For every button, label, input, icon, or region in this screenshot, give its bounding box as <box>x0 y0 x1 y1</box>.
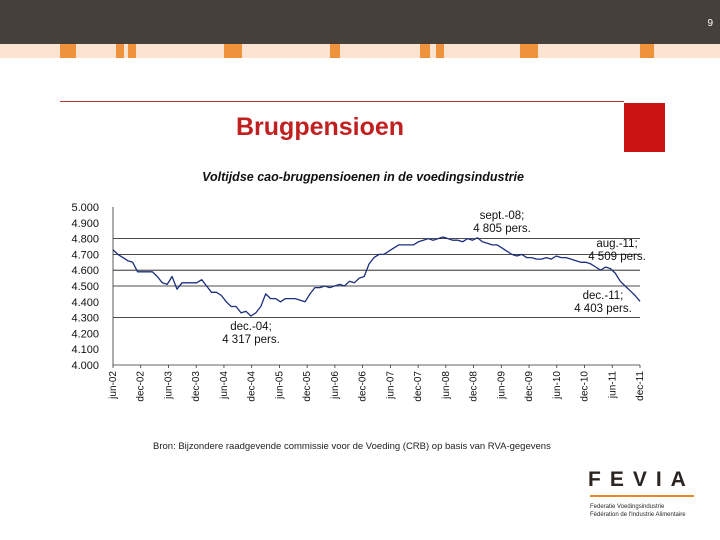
x-tick-label: dec-09 <box>524 371 535 402</box>
x-tick-label: dec-07 <box>413 371 424 402</box>
page-number: 9 <box>707 18 713 29</box>
logo-word: FEVIA <box>588 468 695 491</box>
x-tick-label: dec-11 <box>635 371 646 401</box>
gridlines <box>113 238 640 319</box>
y-tick-label: 5.000 <box>71 202 99 214</box>
x-tick-label: dec-02 <box>136 371 147 402</box>
y-tick-label: 4.000 <box>71 360 99 372</box>
logo-line-1: Federatie Voedingsindustrie <box>590 504 665 510</box>
logo-line-2: Fédération de l'Industrie Alimentaire <box>590 512 686 518</box>
annotation-line: dec.-04; <box>230 321 272 333</box>
annotation: dec.-11; 4 403 pers. <box>574 290 632 315</box>
annotation: sept.-08; 4 805 pers. <box>473 210 531 235</box>
annotation-line: aug.-11; <box>596 238 637 250</box>
x-tick-label: jun-07 <box>385 371 396 400</box>
x-tick-label: dec-06 <box>358 371 369 402</box>
fevia-logo: FEVIA Federatie Voedingsindustrie Fédéra… <box>584 468 704 528</box>
y-tick-label: 4.400 <box>71 297 99 309</box>
annotation: aug.-11; 4 509 pers. <box>588 238 646 263</box>
annotation-line: dec.-11; <box>583 290 624 302</box>
annotation-line: 4 317 pers. <box>222 334 280 346</box>
x-tick-label: jun-04 <box>219 371 230 400</box>
line-chart: Voltijdse cao-brugpensioenen in de voedi… <box>71 170 646 402</box>
annotation-line: 4 805 pers. <box>473 223 531 235</box>
logo-bar <box>590 495 694 497</box>
x-tick-label: dec-08 <box>469 371 480 402</box>
x-tick-label: jun-08 <box>441 371 452 400</box>
x-tick-label: jun-10 <box>552 371 563 400</box>
annotation-line: 4 509 pers. <box>588 251 646 263</box>
annotation: dec.-04; 4 317 pers. <box>222 321 280 346</box>
x-tick-label: jun-06 <box>330 371 341 400</box>
x-tick-labels: jun-02 dec-02 jun-03 dec-03 jun-04 dec-04 jun-… <box>108 371 646 402</box>
x-tick-label: jun-03 <box>163 371 174 400</box>
x-tick-label: dec-04 <box>247 371 258 402</box>
x-tick-label: dec-05 <box>302 371 313 402</box>
annotations: sept.-08; 4 805 pers. aug.-11; 4 509 pers. d… <box>222 210 646 346</box>
annotation-line: 4 403 pers. <box>574 303 632 315</box>
slide-title: Brugpensioen <box>236 113 405 141</box>
x-tick-label: jun-02 <box>108 371 119 400</box>
decorative-stripe <box>0 44 720 58</box>
top-header-bar: 9 <box>0 0 720 44</box>
y-tick-label: 4.800 <box>71 234 99 246</box>
x-tick-label: jun-11 <box>607 371 618 399</box>
y-tick-label: 4.500 <box>71 281 99 293</box>
y-tick-labels: 5.000 4.900 4.800 4.700 4.600 4.500 4.400 4.300… <box>71 202 99 372</box>
series-line <box>112 236 641 317</box>
title-rule <box>60 101 624 102</box>
chart-title: Voltijdse cao-brugpensioenen in de voedi… <box>202 170 524 184</box>
x-tick-label: dec-03 <box>191 371 202 402</box>
x-tick-label: dec-10 <box>580 371 591 402</box>
accent-square <box>624 103 665 152</box>
chart-axes <box>112 207 641 368</box>
y-tick-label: 4.600 <box>71 265 99 277</box>
y-tick-label: 4.700 <box>71 249 99 261</box>
y-tick-label: 4.900 <box>71 218 99 230</box>
x-tick-label: jun-09 <box>496 371 507 400</box>
series-layer <box>112 236 641 317</box>
source-note: Bron: Bijzondere raadgevende commissie v… <box>153 441 551 452</box>
y-tick-label: 4.100 <box>71 344 99 356</box>
y-tick-label: 4.300 <box>71 313 99 325</box>
x-tick-label: jun-05 <box>274 371 285 400</box>
y-tick-label: 4.200 <box>71 328 99 340</box>
annotation-line: sept.-08; <box>480 210 525 222</box>
